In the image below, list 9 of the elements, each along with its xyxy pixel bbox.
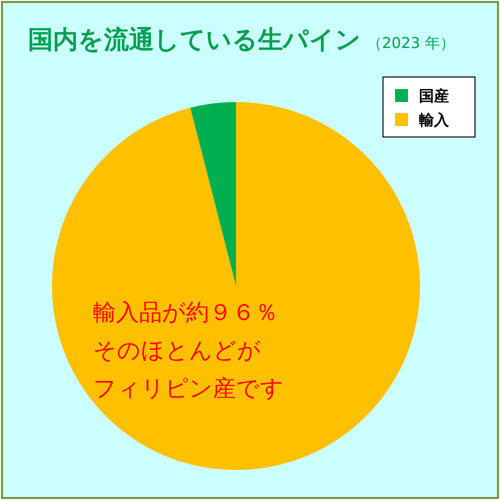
legend-label: 輸入 <box>418 111 450 129</box>
chart-subtitle: （2023 年） <box>367 34 455 52</box>
legend-label: 国産 <box>419 87 449 105</box>
pie-slice <box>190 102 236 286</box>
text: 輸入品が約９６％ <box>93 300 278 326</box>
text: そのほとんどが <box>93 338 261 364</box>
chart-title: 国内を流通している生パイン <box>28 25 361 54</box>
pie-slice <box>52 102 420 470</box>
text: フィリピン産です <box>93 376 284 402</box>
